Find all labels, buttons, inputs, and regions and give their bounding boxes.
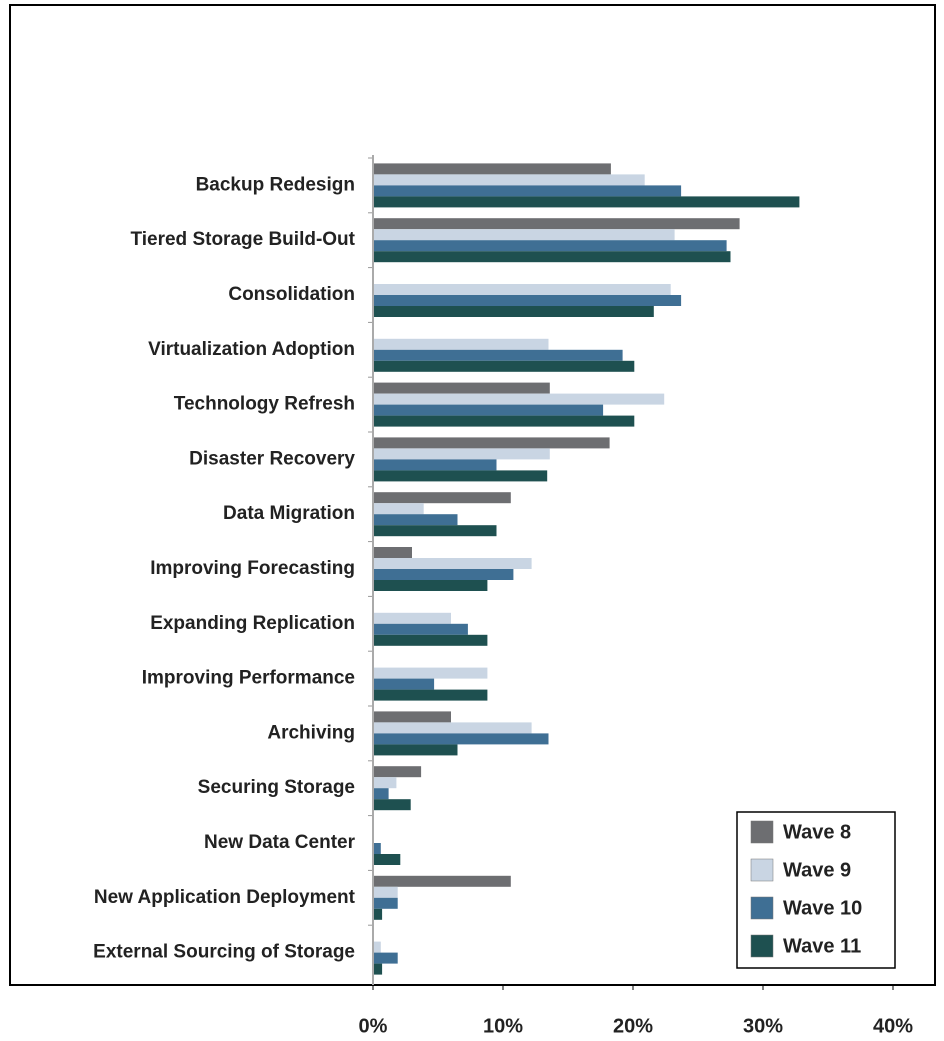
bar: [373, 382, 550, 394]
bar: [373, 678, 435, 690]
bar: [373, 547, 412, 558]
legend-label: Wave 8: [783, 821, 851, 843]
category-label: Securing Storage: [198, 777, 355, 798]
bar: [373, 744, 458, 756]
category-label: Data Migration: [223, 503, 355, 524]
category-label: Consolidation: [228, 284, 355, 305]
bar: [373, 503, 424, 515]
bar: [373, 569, 514, 580]
category-label: Improving Forecasting: [150, 558, 355, 579]
bar: [373, 196, 800, 208]
bar: [373, 722, 532, 734]
bar: [373, 338, 549, 350]
category-label: Disaster Recovery: [189, 448, 355, 469]
bar: [373, 525, 497, 537]
bar: [373, 448, 550, 460]
legend-swatch: [750, 896, 774, 920]
bar: [373, 295, 682, 306]
bar: [373, 689, 488, 701]
category-label: Technology Refresh: [174, 394, 355, 415]
category-label: New Data Center: [204, 832, 356, 853]
bar: [373, 470, 548, 482]
bar: [373, 360, 635, 372]
bar: [373, 492, 511, 504]
x-tick-label: 10%: [483, 1015, 523, 1037]
legend-label: Wave 11: [783, 935, 861, 957]
bar: [373, 777, 397, 789]
x-tick-label: 40%: [873, 1015, 913, 1037]
bar: [373, 799, 411, 811]
bar: [373, 349, 623, 361]
bar: [373, 963, 383, 975]
bar: [373, 766, 422, 778]
bar: [373, 459, 497, 471]
bar: [373, 711, 451, 723]
bar: [373, 437, 610, 449]
bar: [373, 843, 381, 854]
bar: [373, 174, 645, 186]
bar: [373, 875, 511, 887]
bar: [373, 218, 740, 230]
legend-swatch: [750, 934, 774, 958]
bar: [373, 185, 682, 197]
legend-label: Wave 9: [783, 859, 851, 881]
bar: [373, 404, 604, 416]
bar: [373, 733, 549, 745]
bar: [373, 229, 675, 241]
bar: [373, 612, 451, 624]
bar: [373, 393, 665, 405]
bar: [373, 558, 532, 569]
bar: [373, 580, 488, 591]
bar: [373, 284, 671, 295]
legend-label: Wave 10: [783, 897, 862, 919]
bar: [373, 941, 381, 953]
category-label: Expanding Replication: [150, 613, 355, 634]
bar: [373, 251, 731, 263]
category-label: External Sourcing of Storage: [93, 942, 355, 963]
legend-swatch: [750, 858, 774, 882]
bar: [373, 514, 458, 526]
frame: [9, 4, 936, 986]
category-label: Virtualization Adoption: [148, 339, 355, 360]
category-label: Backup Redesign: [196, 174, 355, 195]
bar: [373, 667, 488, 679]
bar: [373, 788, 389, 800]
bar: [373, 306, 654, 317]
category-label: Archiving: [267, 722, 355, 743]
bar: [373, 908, 383, 920]
legend-swatch: [750, 820, 774, 844]
bar: [373, 952, 398, 964]
bar: [373, 634, 488, 646]
x-tick-label: 20%: [613, 1015, 653, 1037]
x-tick-label: 0%: [359, 1015, 388, 1037]
bar: [373, 854, 401, 865]
bar: [373, 897, 398, 909]
category-label: Tiered Storage Build-Out: [130, 229, 355, 250]
bar: [373, 415, 635, 427]
bar: [373, 240, 727, 252]
bar: [373, 163, 611, 175]
category-label: New Application Deployment: [94, 887, 356, 908]
category-label: Improving Performance: [142, 668, 355, 689]
bar: [373, 623, 468, 635]
bar: [373, 886, 398, 898]
x-tick-label: 30%: [743, 1015, 783, 1037]
